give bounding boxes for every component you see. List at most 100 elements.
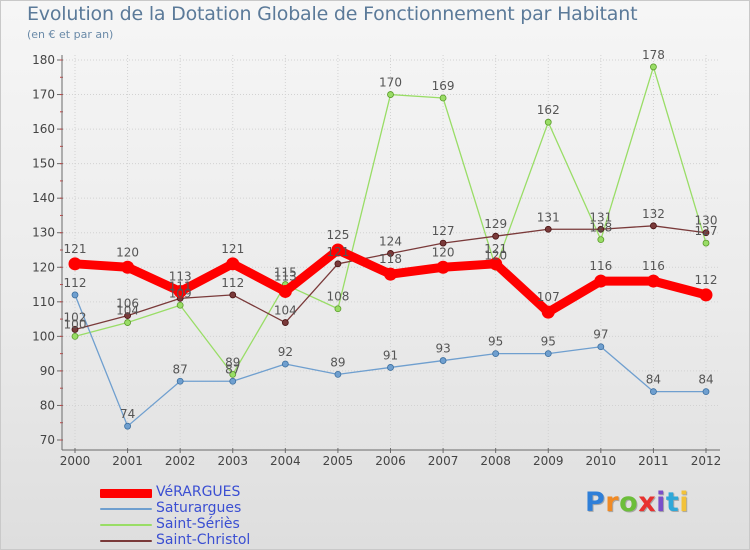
logo-letter: x [638,487,657,518]
data-point [650,222,657,230]
data-point [492,232,500,240]
data-label: 118 [379,252,402,266]
data-point [650,388,657,396]
data-point [68,257,82,271]
data-point [384,267,397,281]
data-point [439,357,447,364]
data-label: 130 [695,214,718,228]
data-point [597,225,605,233]
data-point [124,312,131,320]
data-point [387,364,394,371]
logo-letter: P [585,487,606,518]
data-point [439,239,447,247]
data-label: 178 [642,48,665,62]
data-label: 112 [221,276,244,290]
data-label: 111 [169,279,192,293]
x-tick-label: 2007 [428,454,459,468]
data-label: 127 [695,224,718,238]
y-tick-label: 80 [40,398,55,412]
data-point [281,360,289,368]
legend-swatch [100,540,152,542]
y-tick-label: 150 [32,157,55,171]
data-label: 120 [432,245,455,259]
x-tick-label: 2008 [480,454,511,468]
data-label: 131 [589,210,612,224]
data-label: 84 [698,373,713,387]
data-label: 121 [64,242,87,256]
data-label: 127 [432,224,455,238]
legend-label: Saturargues [156,500,242,516]
data-label: 129 [484,217,507,231]
data-label: 95 [541,335,556,349]
data-point [173,284,187,298]
legend-label: VéRARGUES [156,484,241,500]
logo-letter: i [679,487,690,518]
data-point [541,305,555,319]
data-label: 115 [274,266,297,280]
data-label: 84 [646,373,661,387]
chart-subtitle: (en € et par an) [27,28,114,41]
data-point [387,91,394,98]
x-tick-label: 2011 [638,454,669,468]
x-tick-label: 2003 [217,454,248,468]
data-point [702,388,710,396]
data-label: 91 [383,348,398,362]
x-tick-label: 2004 [270,454,301,468]
data-label: 124 [379,234,402,248]
data-label: 121 [484,242,507,256]
data-point [489,257,503,271]
data-label: 113 [274,269,297,283]
data-label: 102 [64,310,87,324]
data-point [229,377,237,385]
data-point [436,260,450,274]
x-tick-label: 2006 [375,454,406,468]
data-label: 120 [116,245,139,259]
data-point [121,260,135,274]
data-label: 125 [326,228,349,242]
data-label: 169 [432,79,455,93]
data-label: 109 [169,286,192,300]
data-point [594,274,608,288]
data-label: 121 [326,245,349,259]
data-label: 104 [116,304,139,318]
data-label: 131 [537,210,560,224]
data-point [281,319,289,326]
data-label: 87 [225,362,240,376]
data-point [124,319,131,326]
data-point [176,377,184,385]
data-label: 107 [537,290,560,304]
data-point [71,326,79,333]
proxiti-logo: Proxiti [585,487,689,518]
legend-swatch [100,524,152,526]
y-tick-label: 110 [32,295,55,309]
data-label: 95 [488,335,503,349]
x-tick-label: 2010 [586,454,617,468]
data-point [278,284,292,298]
data-point [334,260,342,268]
data-label: 106 [116,297,139,311]
logo-letter: o [619,487,639,518]
y-tick-label: 90 [40,364,55,378]
data-point [702,239,710,247]
data-label: 120 [484,248,507,262]
data-point [544,118,552,126]
data-label: 93 [435,342,450,356]
data-point [176,301,184,309]
y-tick-label: 120 [32,260,55,274]
data-point [702,229,710,237]
data-label: 113 [169,269,192,283]
data-label: 170 [379,76,402,90]
legend-swatch [100,508,152,510]
data-point [124,422,131,430]
y-tick-label: 70 [40,433,55,447]
data-label: 108 [326,290,349,304]
data-label: 132 [642,207,665,221]
x-tick-label: 2009 [533,454,564,468]
data-point [387,250,394,257]
logo-letter: r [605,487,620,518]
data-label: 128 [589,221,612,235]
y-tick-label: 180 [32,53,55,67]
data-point [650,63,657,71]
